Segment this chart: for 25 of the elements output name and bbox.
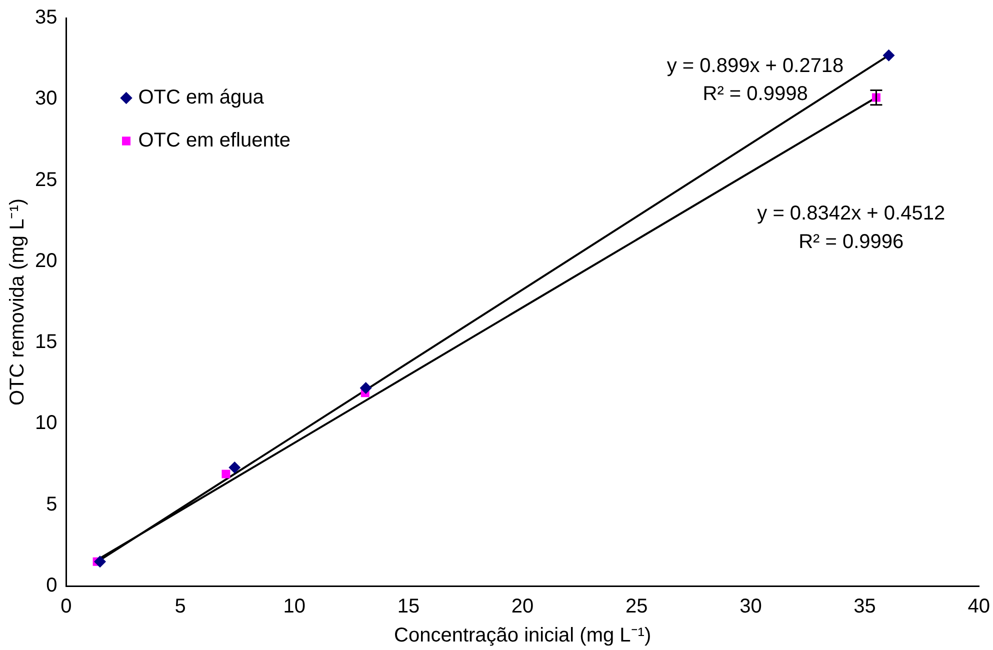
annotation: R² = 0.9996 (798, 230, 904, 253)
legend-label: OTC em água (138, 86, 265, 109)
y-tick-label: 5 (46, 493, 58, 516)
y-axis-title: OTC removida (mg L⁻¹) (6, 198, 29, 406)
annotation: y = 0.8342x + 0.4512 (757, 202, 946, 224)
legend-label: OTC em efluente (138, 130, 291, 152)
x-tick-label: 5 (174, 596, 186, 618)
annotation: y = 0.899x + 0.2718 (666, 54, 844, 77)
x-tick-label: 25 (626, 596, 648, 618)
x-tick-label: 30 (740, 596, 762, 618)
annotation: R² = 0.9998 (702, 83, 808, 106)
y-tick-label: 30 (34, 88, 58, 110)
x-tick-label: 15 (397, 596, 420, 618)
y-tick-label: 15 (34, 331, 58, 354)
y-tick-label: 35 (34, 6, 58, 29)
y-tick-label: 25 (34, 168, 58, 191)
x-tick-label: 0 (60, 596, 72, 618)
x-tick-label: 35 (854, 596, 876, 618)
x-axis-title: Concentração inicial (mg L⁻¹) (394, 624, 652, 647)
y-tick-label: 0 (46, 574, 58, 597)
y-tick-label: 20 (34, 250, 58, 272)
x-tick-label: 10 (283, 596, 306, 618)
x-tick-label: 40 (968, 596, 990, 618)
y-tick-label: 10 (34, 412, 58, 434)
x-tick-label: 20 (511, 596, 534, 618)
